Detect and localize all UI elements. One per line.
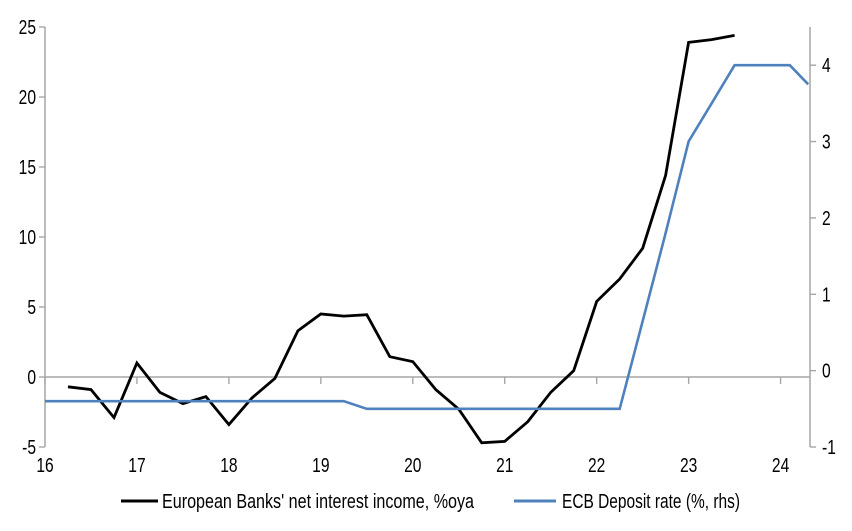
y-left-tick-label: -5 (22, 436, 36, 458)
y-right-tick-label: 1 (822, 283, 831, 305)
y-left-tick-label: 20 (19, 86, 36, 108)
x-tick-label: 22 (588, 454, 605, 476)
x-tick-label: 18 (220, 454, 237, 476)
y-right-tick-label: 4 (822, 54, 831, 76)
legend-label-ecb-deposit-rate: ECB Deposit rate (%, rhs) (562, 491, 740, 513)
y-right-tick-label: 3 (822, 131, 831, 153)
x-tick-label: 21 (496, 454, 513, 476)
y-right-tick-label: 2 (822, 207, 831, 229)
series-line-ecb-deposit-rate (45, 63, 810, 411)
x-tick-label: 19 (312, 454, 329, 476)
series-line-net-interest-income (67, 34, 735, 445)
x-tick-label: 16 (36, 454, 53, 476)
y-left-tick-label: 10 (19, 226, 36, 248)
legend: European Banks' net interest income, %oy… (121, 491, 740, 513)
x-tick-label: 17 (128, 454, 145, 476)
y-left-tick-label: 0 (27, 366, 36, 388)
y-right-tick-label: -1 (822, 436, 836, 458)
y-left-tick-label: 5 (27, 296, 36, 318)
x-tick-label: 23 (680, 454, 697, 476)
y-right-tick-label: 0 (822, 360, 831, 382)
y-left-tick-label: 15 (19, 156, 36, 178)
x-tick-label: 20 (404, 454, 421, 476)
y-left-tick-label: 25 (19, 16, 36, 38)
x-tick-label: 24 (772, 454, 789, 476)
legend-label-net-interest-income: European Banks' net interest income, %oy… (162, 491, 475, 513)
